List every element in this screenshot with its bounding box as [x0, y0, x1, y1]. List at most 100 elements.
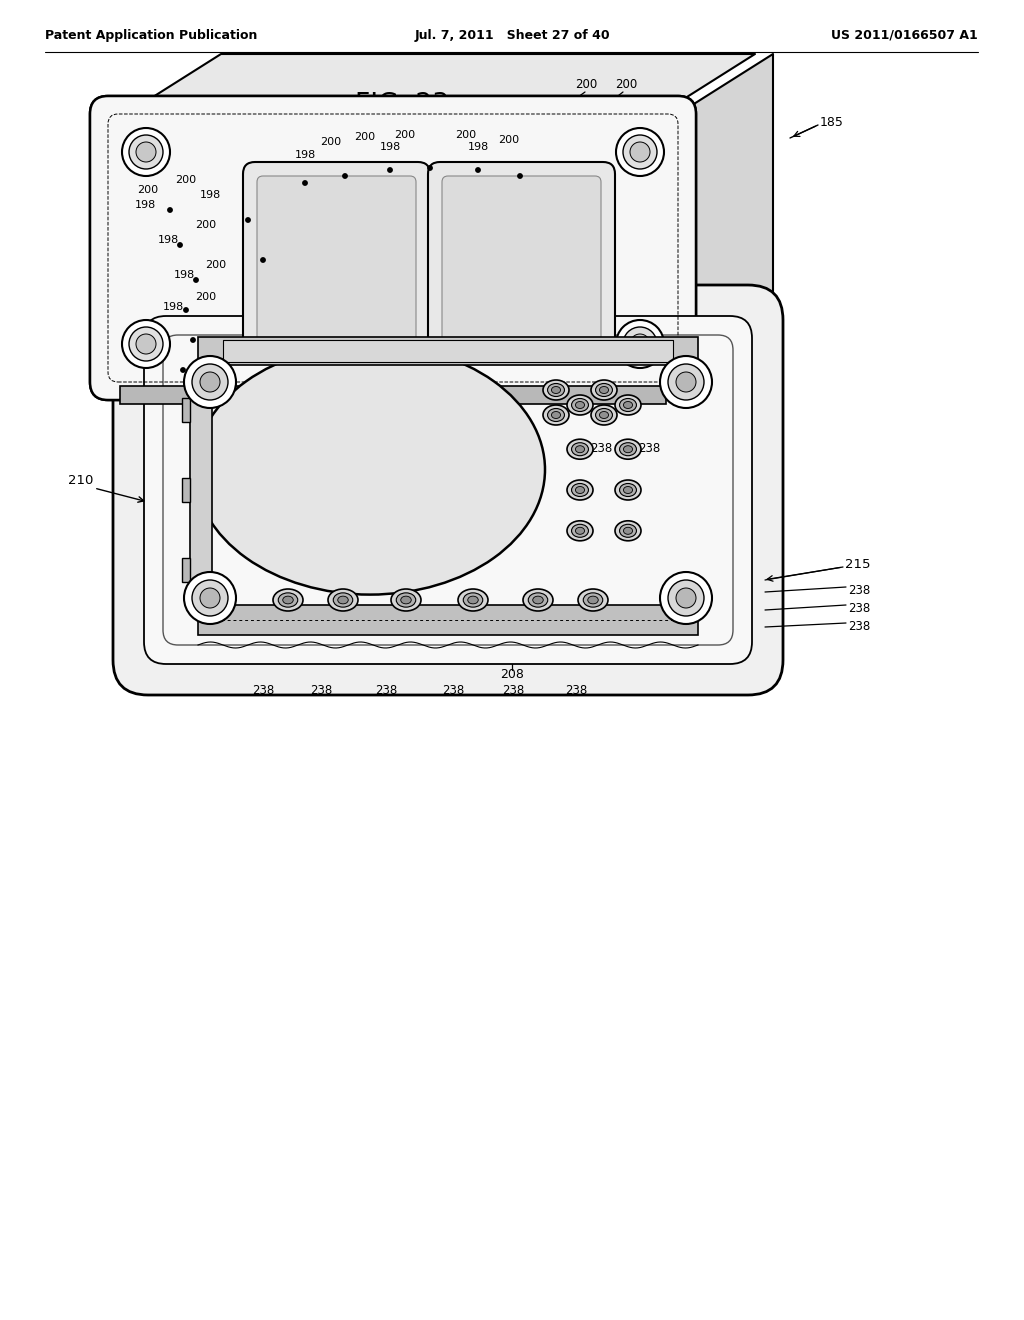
Circle shape	[183, 308, 188, 313]
Text: 238: 238	[848, 583, 870, 597]
Ellipse shape	[567, 440, 593, 459]
Ellipse shape	[578, 589, 608, 611]
Text: 200: 200	[188, 327, 209, 337]
Text: 210: 210	[68, 474, 93, 487]
Circle shape	[616, 319, 664, 368]
Text: 204: 204	[627, 356, 653, 371]
Circle shape	[476, 168, 480, 172]
Ellipse shape	[528, 593, 548, 607]
Text: 200: 200	[455, 129, 476, 140]
Text: 200: 200	[180, 355, 201, 366]
Text: 200: 200	[175, 176, 197, 185]
Circle shape	[178, 243, 182, 247]
Ellipse shape	[567, 480, 593, 500]
Ellipse shape	[273, 589, 303, 611]
Ellipse shape	[615, 521, 641, 541]
FancyBboxPatch shape	[90, 96, 696, 400]
Ellipse shape	[333, 593, 352, 607]
Ellipse shape	[523, 589, 553, 611]
Text: 238: 238	[442, 684, 464, 697]
Circle shape	[428, 166, 432, 170]
Ellipse shape	[624, 527, 633, 535]
Ellipse shape	[596, 384, 612, 396]
Ellipse shape	[571, 483, 589, 496]
Ellipse shape	[571, 399, 589, 412]
Ellipse shape	[620, 442, 637, 455]
Text: 200: 200	[195, 292, 216, 302]
Text: FIG. 24: FIG. 24	[330, 442, 424, 469]
Circle shape	[184, 572, 236, 624]
Circle shape	[129, 327, 163, 360]
Circle shape	[190, 338, 196, 342]
Circle shape	[362, 376, 368, 380]
Circle shape	[623, 327, 657, 360]
Text: 200: 200	[388, 343, 410, 352]
Ellipse shape	[620, 524, 637, 537]
Text: 198: 198	[340, 335, 361, 345]
Ellipse shape	[552, 387, 560, 393]
Ellipse shape	[468, 597, 478, 603]
Bar	[182, 478, 190, 502]
Ellipse shape	[575, 401, 585, 408]
FancyBboxPatch shape	[257, 176, 416, 350]
Bar	[182, 399, 190, 422]
Text: 198: 198	[468, 143, 489, 152]
Ellipse shape	[615, 395, 641, 414]
Bar	[333, 389, 453, 401]
Text: 238: 238	[565, 684, 587, 697]
Text: 198: 198	[154, 341, 175, 350]
Text: 238: 238	[848, 619, 870, 632]
Text: 200: 200	[575, 78, 597, 91]
Text: 198: 198	[295, 150, 316, 160]
Text: 200: 200	[354, 132, 375, 143]
Ellipse shape	[620, 399, 637, 412]
Ellipse shape	[567, 395, 593, 414]
Text: 210a: 210a	[316, 256, 355, 271]
Text: 198: 198	[163, 302, 184, 312]
Circle shape	[200, 372, 220, 392]
FancyBboxPatch shape	[243, 162, 430, 364]
Text: 200: 200	[615, 78, 637, 91]
Text: 238: 238	[638, 441, 660, 454]
Ellipse shape	[463, 593, 482, 607]
Circle shape	[388, 168, 392, 172]
Circle shape	[136, 334, 156, 354]
Text: 238: 238	[848, 602, 870, 615]
Text: 238: 238	[375, 684, 397, 697]
Text: 200: 200	[205, 260, 226, 271]
Polygon shape	[126, 54, 755, 114]
FancyBboxPatch shape	[113, 285, 783, 696]
Text: 198: 198	[135, 201, 157, 210]
Circle shape	[136, 143, 156, 162]
Text: Jul. 7, 2011   Sheet 27 of 40: Jul. 7, 2011 Sheet 27 of 40	[414, 29, 610, 41]
Text: FIG. 23: FIG. 23	[355, 92, 449, 117]
Ellipse shape	[584, 593, 603, 607]
Ellipse shape	[591, 380, 617, 400]
Bar	[190, 375, 212, 605]
Circle shape	[408, 376, 413, 380]
FancyBboxPatch shape	[442, 176, 601, 350]
Circle shape	[660, 572, 712, 624]
Ellipse shape	[328, 589, 358, 611]
Circle shape	[630, 143, 650, 162]
Bar	[120, 385, 666, 404]
Ellipse shape	[624, 487, 633, 494]
Circle shape	[660, 356, 712, 408]
Ellipse shape	[599, 412, 608, 418]
Ellipse shape	[195, 345, 545, 594]
Ellipse shape	[283, 597, 293, 603]
Bar	[182, 558, 190, 582]
Polygon shape	[678, 54, 773, 381]
Ellipse shape	[624, 401, 633, 408]
Ellipse shape	[532, 597, 544, 603]
Circle shape	[616, 128, 664, 176]
Text: 200: 200	[319, 137, 341, 147]
Ellipse shape	[279, 593, 298, 607]
Circle shape	[668, 364, 705, 400]
Text: 200: 200	[350, 360, 371, 370]
Text: 198: 198	[174, 271, 196, 280]
Circle shape	[122, 128, 170, 176]
Ellipse shape	[615, 480, 641, 500]
Ellipse shape	[575, 487, 585, 494]
Circle shape	[184, 356, 236, 408]
